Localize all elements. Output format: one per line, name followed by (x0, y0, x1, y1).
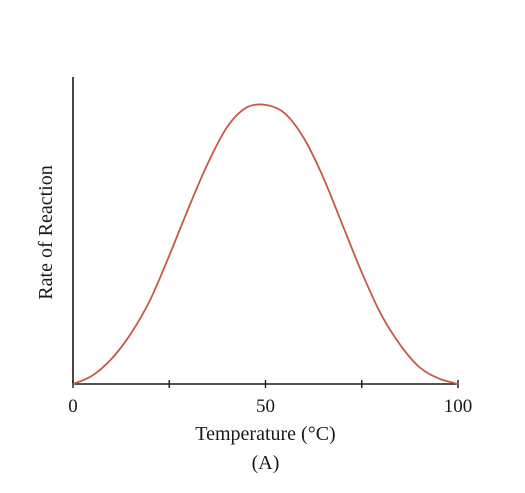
x-axis-tick-labels: 0 50 100 (68, 396, 472, 417)
x-tick-label-0: 0 (68, 396, 78, 417)
y-axis-label: Rate of Reaction (35, 165, 57, 299)
x-axis-label: Temperature (°C) (195, 423, 335, 445)
panel-label: (A) (252, 452, 280, 474)
series-layer (72, 103, 459, 385)
x-tick-label-100: 100 (444, 396, 473, 417)
series-line-0 (72, 103, 459, 385)
x-tick-label-50: 50 (256, 396, 275, 417)
